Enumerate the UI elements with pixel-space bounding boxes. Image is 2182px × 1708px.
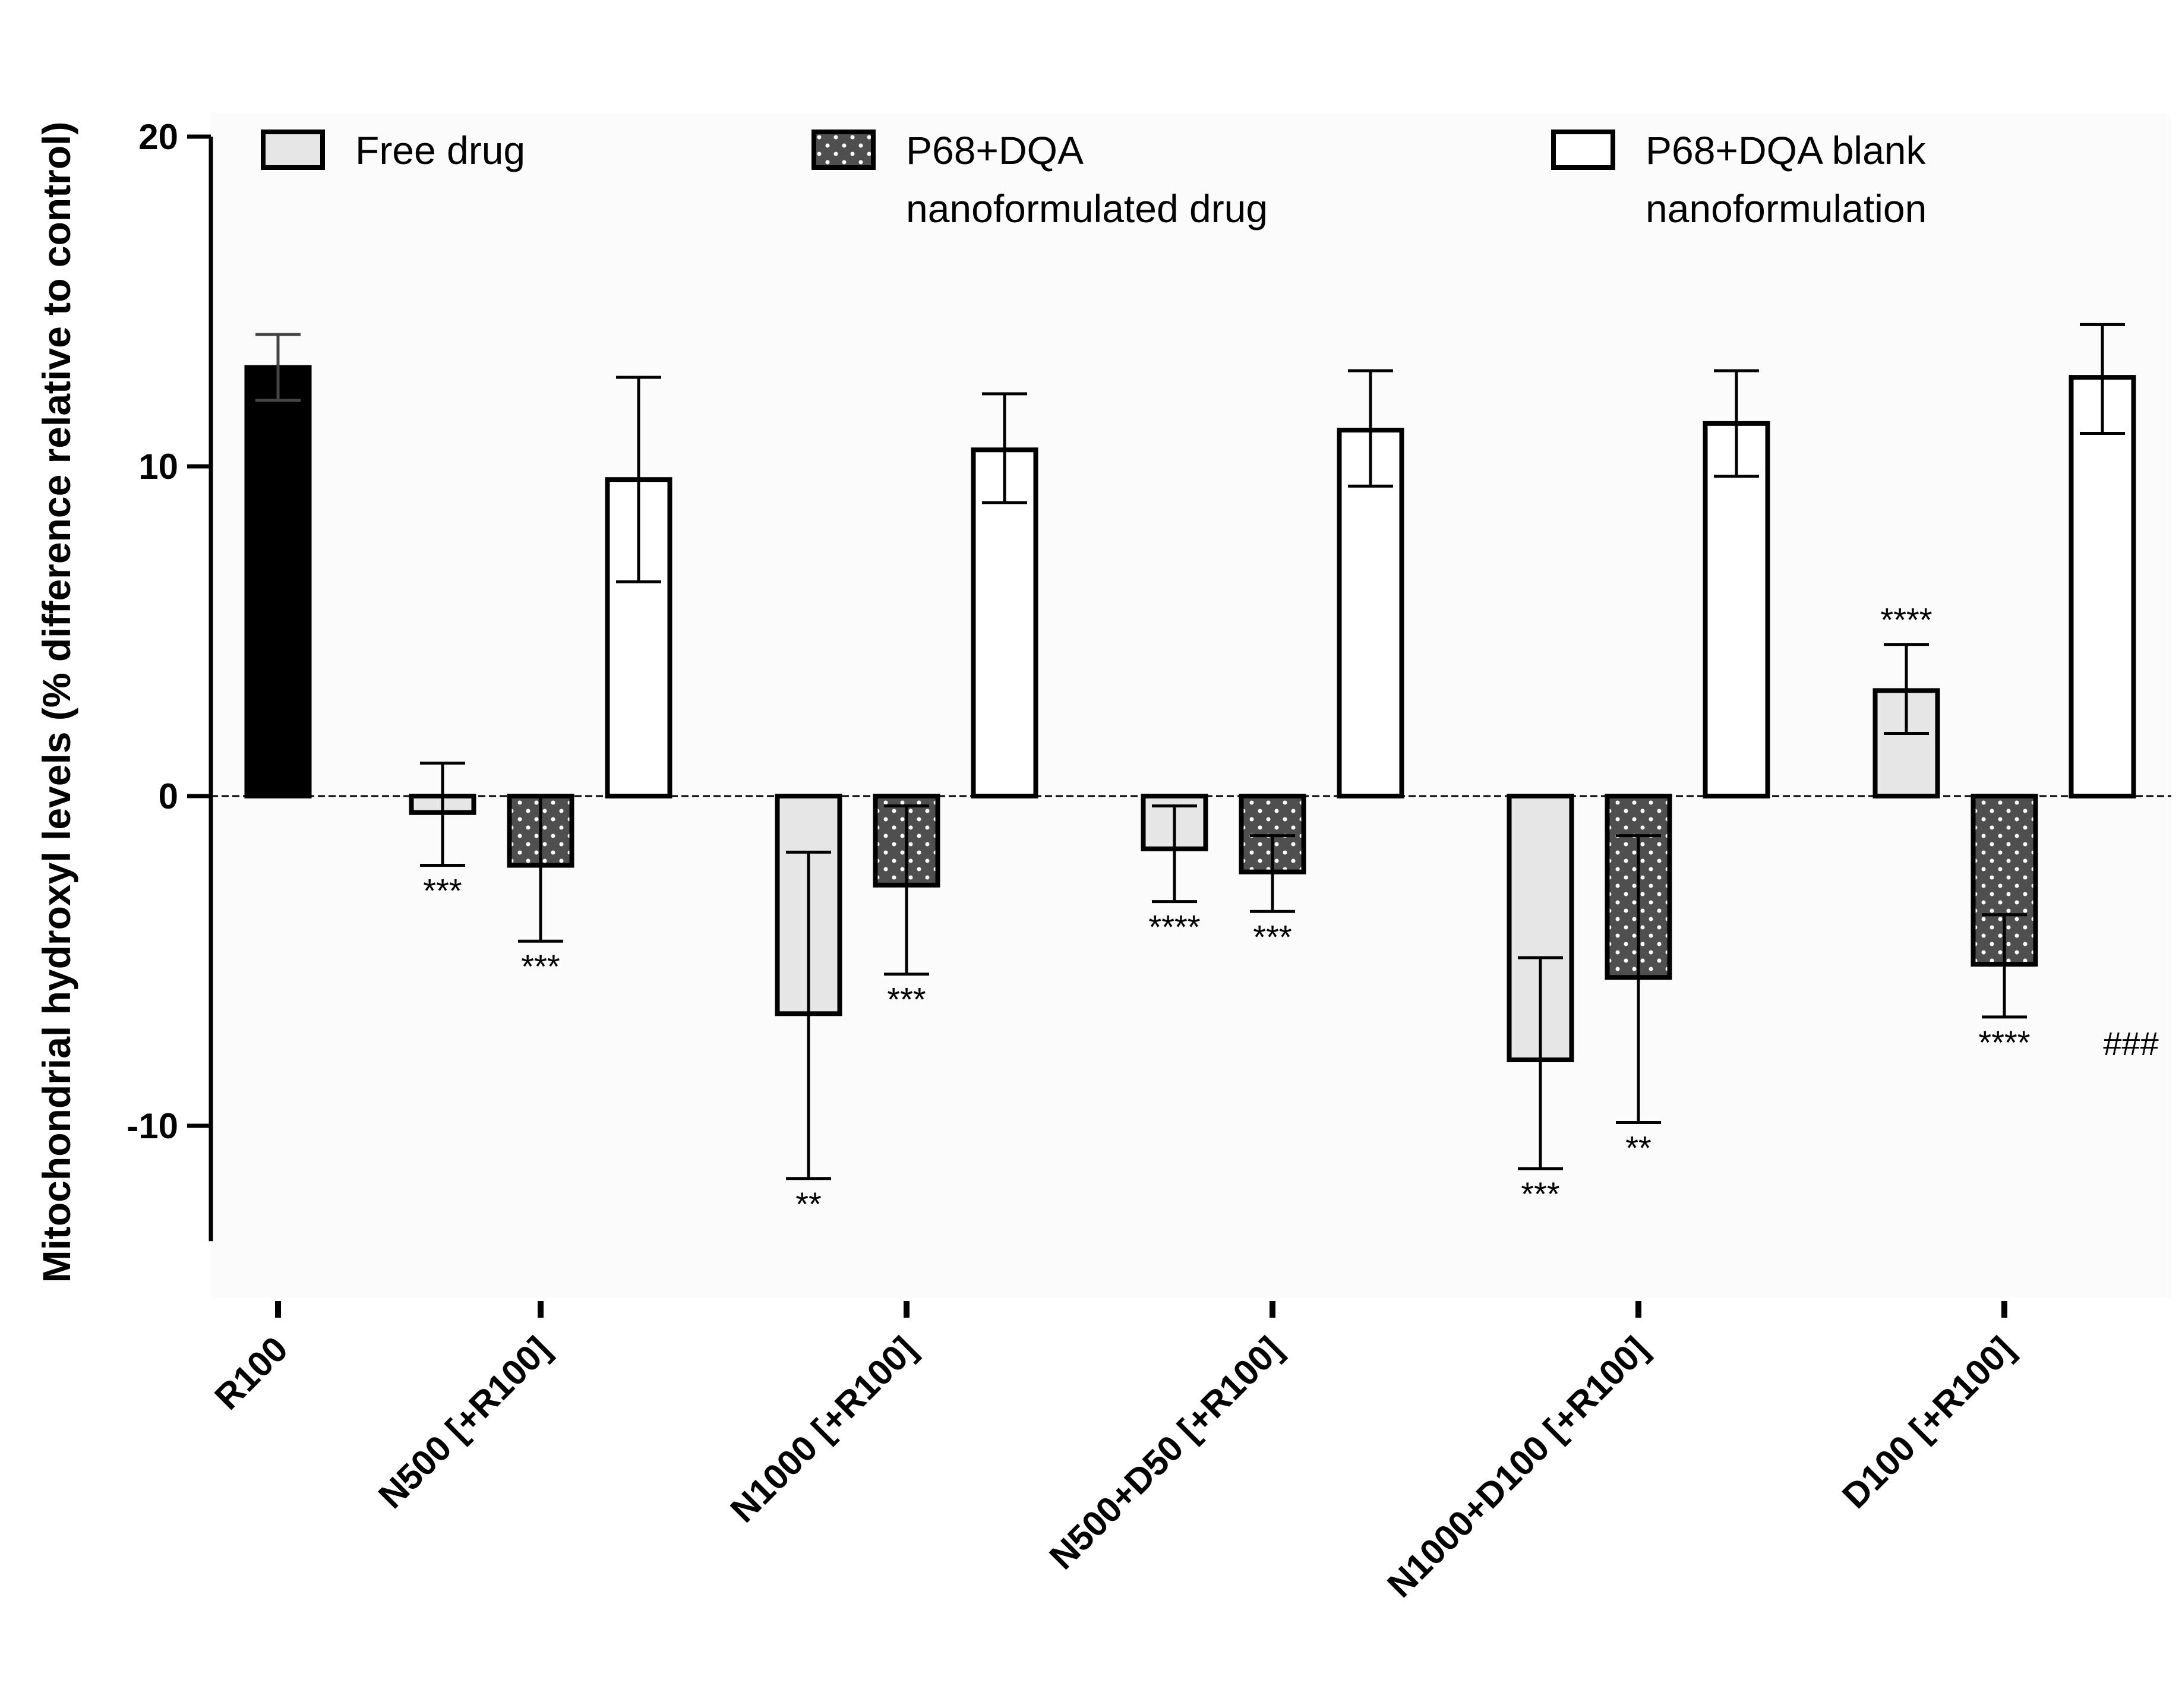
y-tick-label: 0 <box>159 776 178 816</box>
hash-significance-label: ### <box>2103 1025 2158 1062</box>
legend-item-p68-dqa-blank-nanoformulation: P68+DQA blank nanoformulation <box>1551 128 1927 231</box>
legend-swatch-p68-dqa-nanoformulated-drug <box>811 130 876 170</box>
y-axis-title: Mitochondrial hydroxyl levels (% differe… <box>34 122 78 1283</box>
x-tick-label-n500-d50-r100: N500+D50 [+R100] <box>1042 1329 1290 1577</box>
x-tick-mark <box>275 1301 281 1318</box>
x-tick-mark <box>2001 1301 2007 1318</box>
legend: Free drug P68+DQA nanoformulated drug P68+D… <box>261 128 1927 231</box>
significance-label-p68-dqa-nanoformulated-drug-n500-r100: *** <box>521 948 560 985</box>
y-tick-label: -10 <box>127 1106 178 1146</box>
legend-label-free-drug: Free drug <box>355 128 525 172</box>
bar-p68-dqa-blank-nanoformulation-n500-d50-r100 <box>1337 427 1404 798</box>
x-tick-label-r100: R100 <box>207 1329 295 1417</box>
significance-label-free-drug-n500-r100: *** <box>423 872 462 910</box>
x-tick-label-n1000-d100-r100: N1000+D100 [+R100] <box>1379 1329 1656 1605</box>
significance-label-free-drug-n500-d50-r100: **** <box>1148 908 1200 946</box>
legend-swatch-p68-dqa-blank-nanoformulation <box>1551 130 1615 170</box>
bar-p68-dqa-blank-nanoformulation-d100-r100 <box>2069 375 2136 798</box>
plot-background <box>211 113 2171 1298</box>
significance-label-p68-dqa-nanoformulated-drug-n500-d50-r100: *** <box>1253 918 1291 955</box>
plot-area: 20 10 0 -10 R100 N500 [+R100] N1000 [+R100] N50… <box>127 113 2171 1605</box>
significance-label-free-drug-n1000-d100-r100: *** <box>1521 1175 1559 1213</box>
x-tick-label-n1000-r100: N1000 [+R100] <box>723 1329 924 1530</box>
bar-p68-dqa-blank-nanoformulation-n1000-d100-r100 <box>1703 421 1770 798</box>
bar-r100-r100 <box>244 365 312 798</box>
legend-label-p68-dqa-nanoformulated-drug: P68+DQA nanoformulated drug <box>906 128 1268 231</box>
significance-label-p68-dqa-nanoformulated-drug-n1000-d100-r100: ** <box>1625 1129 1652 1166</box>
legend-swatch-free-drug <box>261 130 325 170</box>
x-tick-mark <box>904 1301 910 1318</box>
significance-label-p68-dqa-nanoformulated-drug-d100-r100: **** <box>1978 1024 2030 1061</box>
significance-label-free-drug-n1000-r100: ** <box>795 1185 822 1223</box>
legend-label-p68-dqa-blank-nanoformulation: P68+DQA blank nanoformulation <box>1646 128 1927 231</box>
legend-item-free-drug: Free drug <box>261 128 525 172</box>
significance-label-free-drug-d100-r100: **** <box>1880 601 1932 639</box>
legend-item-p68-dqa-nanoformulated-drug: P68+DQA nanoformulated drug <box>811 128 1268 231</box>
y-tick-label: 10 <box>138 447 178 487</box>
x-tick-mark <box>538 1301 544 1318</box>
x-tick-mark <box>1270 1301 1275 1318</box>
significance-label-p68-dqa-nanoformulated-drug-n1000-r100: *** <box>887 981 926 1018</box>
x-tick-mark <box>1635 1301 1641 1318</box>
x-tick-label-n500-r100: N500 [+R100] <box>371 1329 558 1516</box>
x-tick-label-d100-r100: D100 [+R100] <box>1834 1329 2022 1516</box>
y-tick-label: 20 <box>138 117 178 157</box>
